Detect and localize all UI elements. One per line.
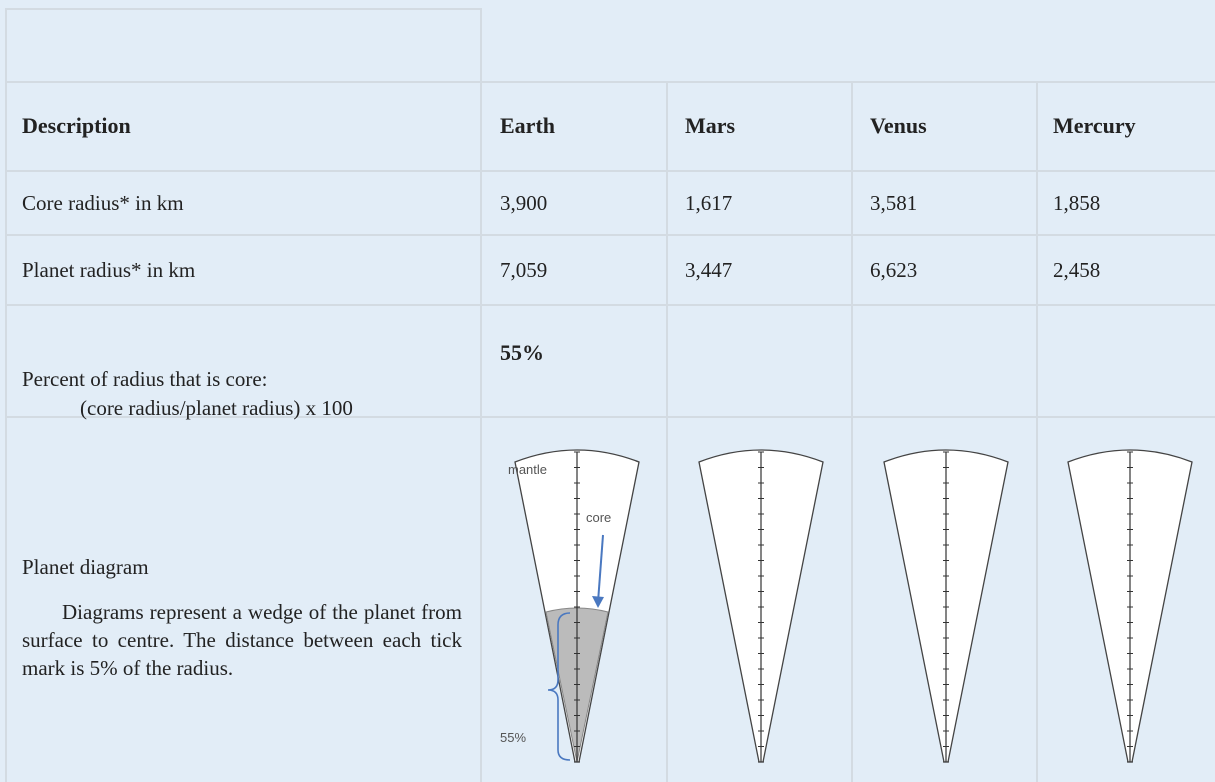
table-cell xyxy=(853,236,1038,306)
header-cell: Earth xyxy=(500,113,555,138)
arrow-head xyxy=(592,596,604,608)
top-right-cell xyxy=(482,8,1215,83)
table-cell xyxy=(482,418,668,782)
diagram-label: core xyxy=(586,510,611,525)
table-cell xyxy=(5,236,482,306)
cell-value: 3,900 xyxy=(500,191,548,215)
table-cell xyxy=(668,172,853,236)
row-label: Planet radius* in km xyxy=(22,258,196,282)
cell-value: 7,059 xyxy=(500,258,548,282)
row-label: Planet diagram xyxy=(22,555,149,579)
wedge xyxy=(698,449,824,763)
table-cell xyxy=(5,418,482,782)
note: Diagrams represent a wedge of the planet… xyxy=(22,600,462,680)
table-cell xyxy=(482,306,668,418)
table-cell xyxy=(1038,236,1215,306)
header-cell: Mars xyxy=(685,113,736,138)
diagram-label: 55% xyxy=(500,730,526,745)
cell-value: 1,617 xyxy=(685,191,733,215)
cell-value: 55% xyxy=(500,340,544,365)
table-cell xyxy=(1038,83,1215,172)
wedge xyxy=(1067,449,1193,763)
diagram-label: mantle xyxy=(508,462,547,477)
table-cell xyxy=(5,306,482,418)
header-cell: Mercury xyxy=(1053,113,1136,138)
table-cell xyxy=(482,236,668,306)
table-cell xyxy=(482,83,668,172)
brace xyxy=(547,612,571,761)
wedge xyxy=(514,449,640,763)
table-cell xyxy=(5,83,482,172)
table-cell xyxy=(853,172,1038,236)
table-cell xyxy=(853,83,1038,172)
cell-value: 3,581 xyxy=(870,191,918,215)
table-cell xyxy=(668,306,853,418)
header-cell: Description xyxy=(22,113,131,138)
header-cell: Venus xyxy=(870,113,927,138)
row-label: Core radius* in km xyxy=(22,191,184,215)
table-cell xyxy=(1038,172,1215,236)
row-label: Percent of radius that is core: xyxy=(22,367,268,391)
table-cell xyxy=(668,236,853,306)
table-cell xyxy=(668,418,853,782)
wedge xyxy=(883,449,1009,763)
table-cell xyxy=(853,418,1038,782)
top-left-cell xyxy=(5,8,482,83)
table-cell xyxy=(5,172,482,236)
table-cell xyxy=(668,83,853,172)
table-cell xyxy=(853,306,1038,418)
formula: (core radius/planet radius) x 100 xyxy=(80,396,353,420)
table-cell xyxy=(1038,306,1215,418)
table-cell xyxy=(482,172,668,236)
cell-value: 6,623 xyxy=(870,258,918,282)
core-arrow xyxy=(597,534,604,603)
cell-value: 2,458 xyxy=(1053,258,1101,282)
cell-value: 1,858 xyxy=(1053,191,1101,215)
cell-value: 3,447 xyxy=(685,258,733,282)
